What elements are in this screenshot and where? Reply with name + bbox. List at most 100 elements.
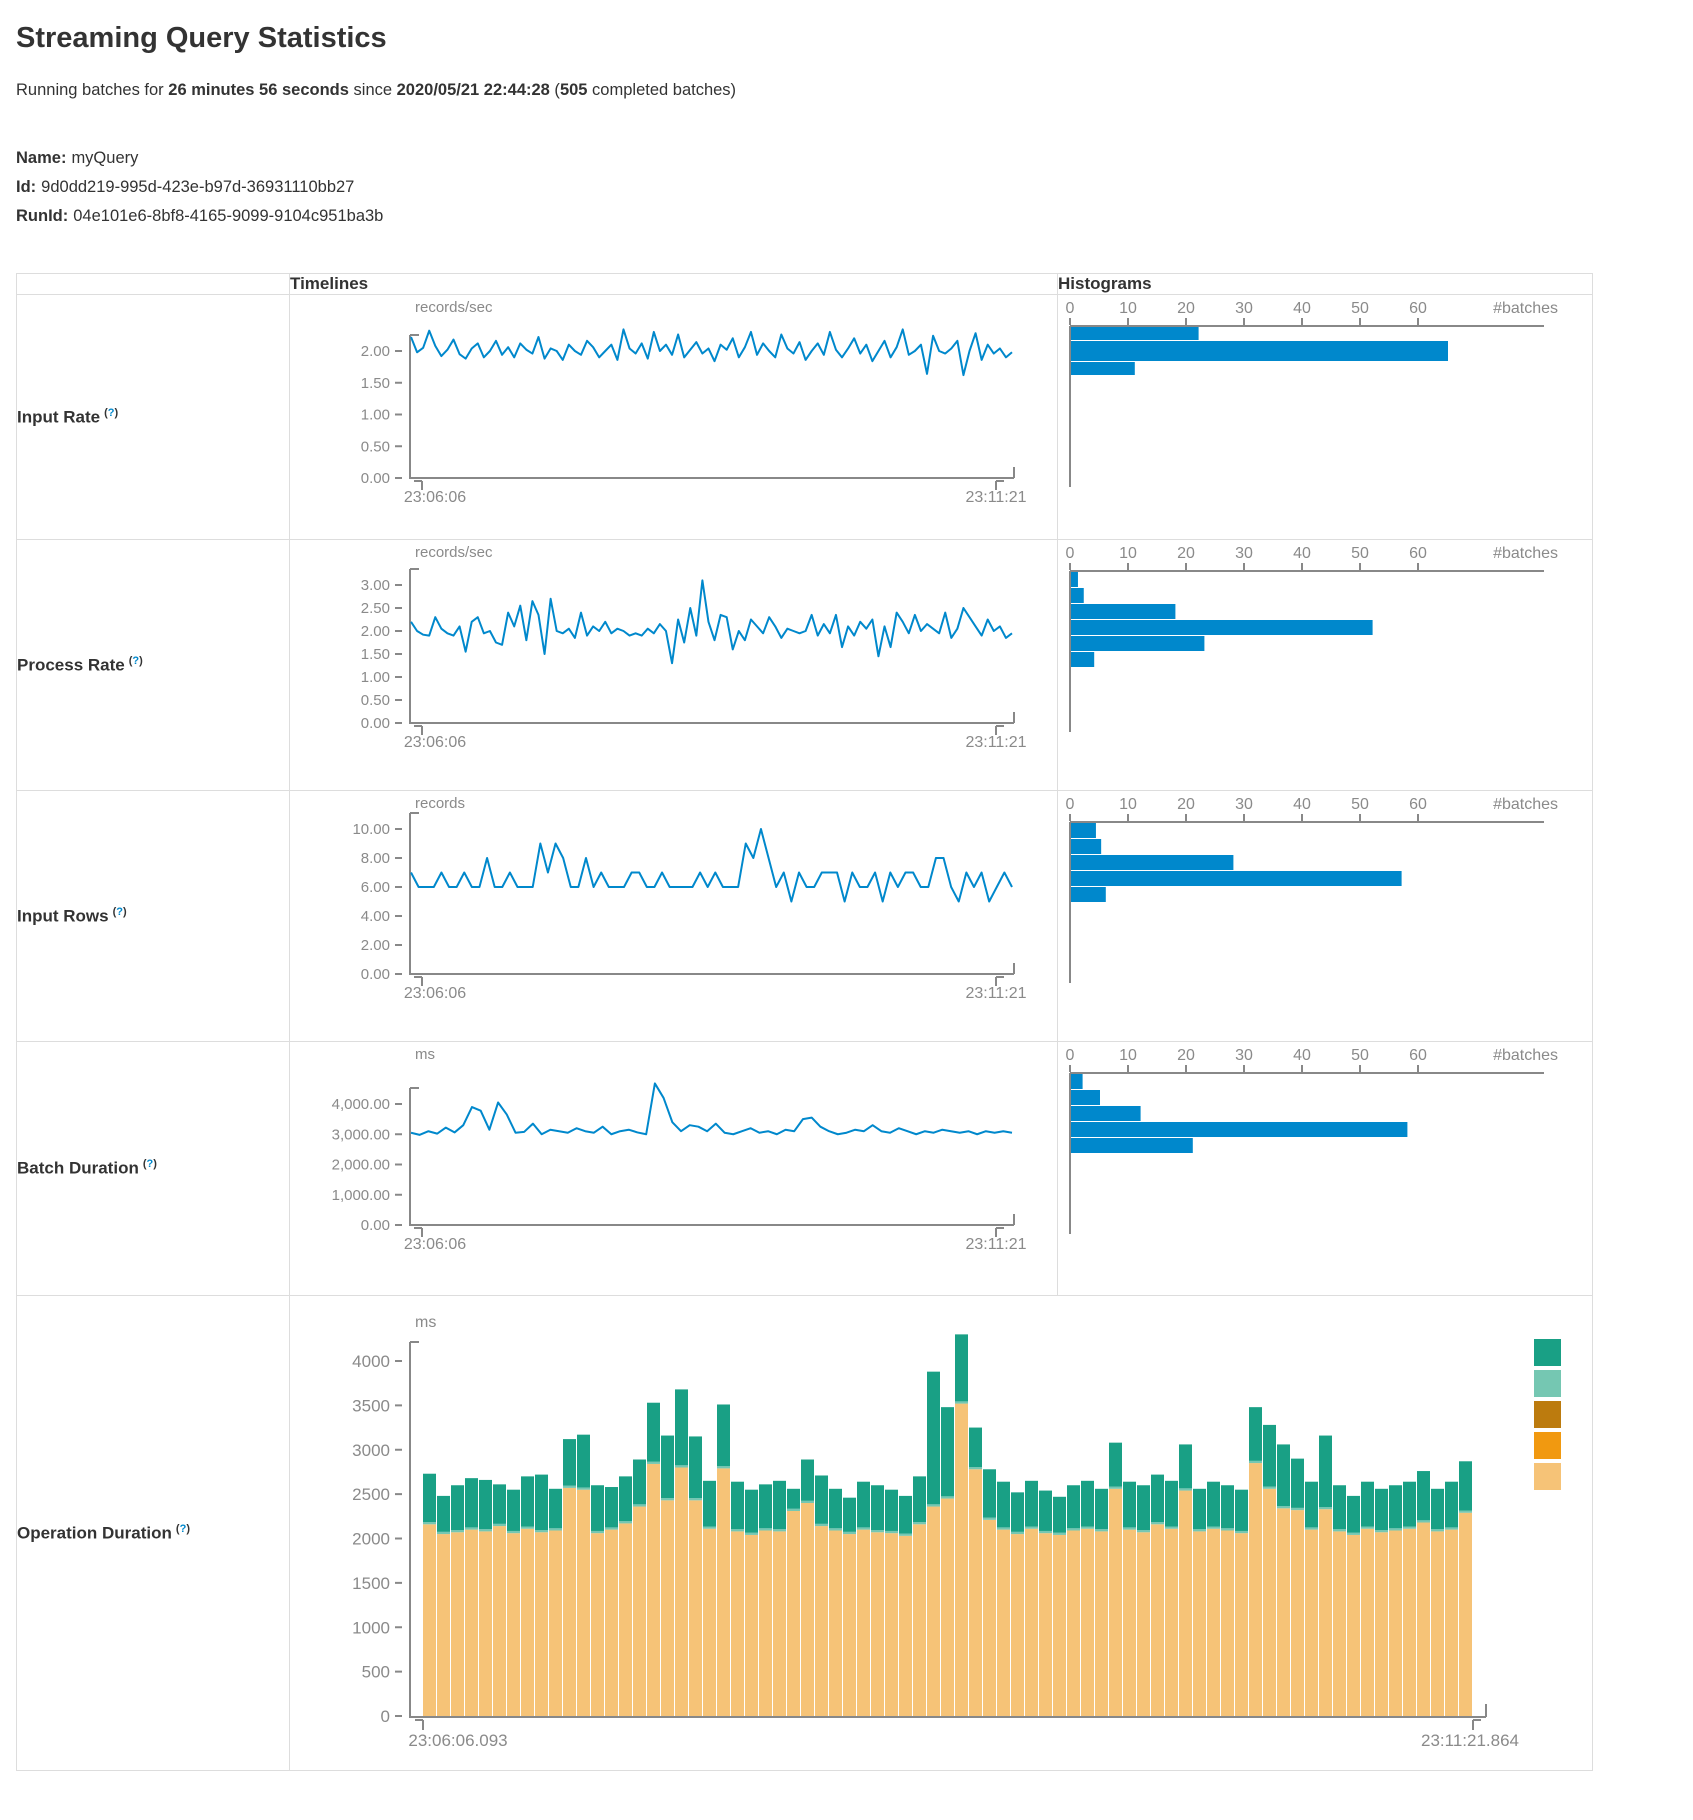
batch-duration-timeline-chart: ms 4,000.00 3,000.00 2,000.00 1,000.00 0.00 23… [332,1046,1027,1253]
metric-row-operation-duration: Operation Duration (?) ms 4000 3500 3000 2500… [16,1295,1593,1771]
histograms-header: Histograms [1057,273,1593,295]
svg-text:3000: 3000 [352,1441,390,1460]
input-rows-help-icon[interactable]: (?) [112,905,127,918]
svg-text:2.50: 2.50 [361,600,390,617]
svg-text:20: 20 [1177,300,1195,317]
header-corner-cell [16,273,290,295]
legend-swatch-0 [1534,1339,1561,1366]
svg-text:20: 20 [1177,1047,1195,1064]
svg-text:0.00: 0.00 [361,470,390,487]
table-header-row: Timelines Histograms [16,273,1593,295]
svg-text:23:06:06.093: 23:06:06.093 [408,1731,507,1750]
svg-text:10: 10 [1119,1047,1137,1064]
svg-text:0.50: 0.50 [361,438,390,455]
timelines-header: Timelines [289,273,1058,295]
svg-text:#batches: #batches [1493,796,1558,813]
svg-text:50: 50 [1351,300,1369,317]
statistics-table: Timelines Histograms Input Rate (?) recor… [16,273,1593,1771]
metric-label: Operation Duration [17,1523,172,1543]
svg-text:4000: 4000 [352,1352,390,1371]
svg-text:records/sec: records/sec [415,544,493,561]
svg-text:ms: ms [415,1314,436,1331]
svg-text:20: 20 [1177,796,1195,813]
svg-text:records: records [415,795,465,812]
svg-text:23:11:21: 23:11:21 [965,1236,1026,1253]
page-title: Streaming Query Statistics [16,22,387,54]
svg-text:30: 30 [1235,300,1253,317]
svg-text:records/sec: records/sec [415,299,493,316]
legend-swatch-3 [1534,1432,1561,1459]
svg-text:6.00: 6.00 [361,879,390,896]
svg-text:#batches: #batches [1493,545,1558,562]
input-rate-histogram-cell: 0 10 20 30 40 50 60 #batches [1057,294,1593,540]
batch-duration-histogram-cell: 0 10 20 30 40 50 60 #batches [1057,1041,1593,1296]
svg-text:0: 0 [381,1707,390,1726]
metric-label: Process Rate [17,655,125,675]
svg-text:0: 0 [1066,545,1075,562]
svg-text:0.50: 0.50 [361,692,390,709]
process-rate-label-cell: Process Rate (?) [16,539,290,791]
svg-text:3,000.00: 3,000.00 [332,1126,390,1143]
batch-duration-label-cell: Batch Duration (?) [16,1041,290,1296]
svg-text:23:06:06: 23:06:06 [404,985,466,1002]
svg-text:2500: 2500 [352,1485,390,1504]
batch-duration-histogram-chart: 0 10 20 30 40 50 60 #batches [1066,1047,1558,1234]
metric-label: Input Rows [17,906,109,926]
metric-row-process-rate: Process Rate (?) records/sec 3.00 2.50 2.00 1… [16,539,1593,791]
batch-duration-timeline-cell: ms 4,000.00 3,000.00 2,000.00 1,000.00 0.00 23… [289,1041,1058,1296]
svg-text:23:06:06: 23:06:06 [404,1236,466,1253]
svg-text:60: 60 [1409,796,1427,813]
operation-duration-label-cell: Operation Duration (?) [16,1295,290,1771]
metric-row-batch-duration: Batch Duration (?) ms 4,000.00 3,000.00 2,00… [16,1041,1593,1296]
process-rate-help-icon[interactable]: (?) [128,654,143,667]
input-rate-help-icon[interactable]: (?) [104,406,119,419]
svg-text:50: 50 [1351,1047,1369,1064]
svg-text:1.00: 1.00 [361,669,390,686]
batch-duration-help-icon[interactable]: (?) [142,1158,157,1171]
svg-text:4.00: 4.00 [361,908,390,925]
operation-duration-stacked-chart: ms 4000 3500 3000 2500 2000 1500 1000 500 0 23:06:… [352,1314,1561,1750]
operation-duration-chart-cell: ms 4000 3500 3000 2500 2000 1500 1000 500 0 23:06:… [289,1295,1593,1771]
svg-text:0: 0 [1066,796,1075,813]
svg-text:2000: 2000 [352,1530,390,1549]
svg-text:2,000.00: 2,000.00 [332,1157,390,1174]
svg-text:1.50: 1.50 [361,646,390,663]
svg-text:10: 10 [1119,300,1137,317]
start-timestamp: 2020/05/21 22:44:28 [396,81,550,99]
input-rows-timeline-chart: records 10.00 8.00 6.00 4.00 2.00 0.00 23:06:06… [352,795,1026,1002]
id-label: Id: [16,178,37,196]
svg-text:1500: 1500 [352,1574,390,1593]
svg-text:23:11:21: 23:11:21 [965,985,1026,1002]
completed-batch-count: 505 [559,81,588,99]
legend-swatch-2 [1534,1401,1561,1428]
svg-text:2.00: 2.00 [361,623,390,640]
svg-text:60: 60 [1409,545,1427,562]
running-prefix: Running batches for [16,81,169,99]
svg-text:#batches: #batches [1493,1047,1558,1064]
operation-duration-help-icon[interactable]: (?) [175,1522,190,1535]
query-runid-line: RunId: 04e101e6-8bf8-4165-9099-9104c951ba… [16,202,1693,231]
svg-text:23:11:21.864: 23:11:21.864 [1421,1731,1519,1750]
svg-text:30: 30 [1235,545,1253,562]
svg-text:50: 50 [1351,545,1369,562]
svg-text:60: 60 [1409,1047,1427,1064]
metric-label: Batch Duration [17,1158,139,1178]
input-rows-label-cell: Input Rows (?) [16,790,290,1042]
input-rate-timeline-cell: records/sec 2.00 1.50 1.00 0.50 0.00 23:06:06 2… [289,294,1058,540]
svg-text:23:11:21: 23:11:21 [965,489,1026,506]
svg-text:10.00: 10.00 [352,821,390,838]
input-rows-histogram-cell: 0 10 20 30 40 50 60 #batches [1057,790,1593,1042]
name-value: myQuery [71,149,139,167]
svg-text:40: 40 [1293,300,1311,317]
svg-text:#batches: #batches [1493,300,1558,317]
svg-text:23:06:06: 23:06:06 [404,489,466,506]
running-batches-summary: Running batches for 26 minutes 56 second… [16,81,1693,100]
process-rate-timeline-cell: records/sec 3.00 2.50 2.00 1.50 1.00 0.50 0.00 2… [289,539,1058,791]
svg-text:40: 40 [1293,796,1311,813]
name-label: Name: [16,149,67,167]
metric-label: Input Rate [17,407,101,427]
svg-text:30: 30 [1235,1047,1253,1064]
input-rate-histogram-chart: 0 10 20 30 40 50 60 #batches [1066,300,1558,487]
input-rate-timeline-chart: records/sec 2.00 1.50 1.00 0.50 0.00 23:06:06 2… [361,299,1027,506]
